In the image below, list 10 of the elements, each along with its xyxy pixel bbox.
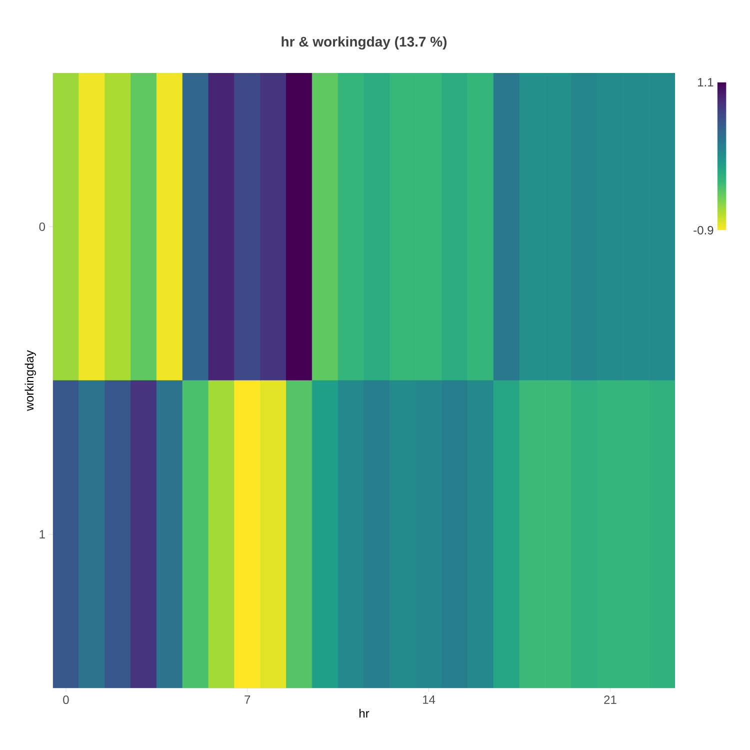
x-tick-label: 21 <box>604 696 616 704</box>
x-tick-label: 14 <box>423 696 436 704</box>
x-tick-label: 7 <box>244 696 250 704</box>
y-axis-title: workingday <box>24 350 36 411</box>
x-tick-label: 0 <box>63 696 69 704</box>
chart-title: hr & workingday (13.7 %) <box>282 36 447 50</box>
color-bar-label: -0.9 <box>694 226 714 234</box>
y-tick-label: 1 <box>40 530 45 538</box>
x-axis-title: hr <box>359 708 370 718</box>
color-bar-label: 1.1 <box>698 78 714 86</box>
